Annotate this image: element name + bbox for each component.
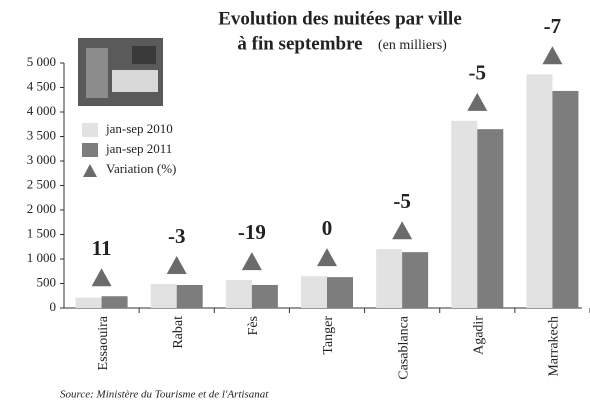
bar [76, 298, 102, 308]
bar [226, 280, 252, 308]
variation-label: -3 [168, 224, 186, 248]
variation-label: 0 [322, 216, 333, 240]
x-tick-label: Rabat [171, 316, 186, 349]
variation-label: 11 [92, 236, 112, 260]
chart: Evolution des nuitées par ville à fin se… [0, 0, 590, 400]
y-tick-label: 2 500 [27, 176, 56, 191]
bar [102, 296, 128, 308]
bar [451, 121, 477, 308]
y-tick-label: 0 [50, 299, 57, 314]
variation-label: -5 [393, 189, 411, 213]
variation-marker [167, 256, 187, 274]
y-tick-label: 4 500 [27, 78, 56, 93]
bar [376, 249, 402, 308]
y-tick-label: 3 000 [27, 152, 56, 167]
bar [526, 74, 552, 308]
bar [151, 284, 177, 308]
y-tick-label: 4 000 [27, 103, 56, 118]
variation-label: -19 [238, 220, 266, 244]
legend-swatch [82, 143, 98, 157]
bar [327, 277, 353, 308]
y-tick-label: 500 [37, 274, 57, 289]
y-tick-label: 5 000 [27, 54, 56, 69]
unit-note: (en milliers) [378, 38, 447, 53]
variation-marker [392, 221, 412, 239]
legend-label: jan-sep 2010 [105, 121, 173, 136]
variation-marker [317, 248, 337, 266]
x-tick-label: Fès [246, 316, 261, 335]
variation-marker [542, 46, 562, 64]
variation-label: -5 [469, 61, 487, 85]
legend-swatch [83, 164, 97, 177]
bar [301, 276, 327, 308]
bar [477, 129, 503, 308]
bar [552, 91, 578, 308]
variation-marker [92, 268, 112, 286]
legend-label: Variation (%) [106, 161, 176, 176]
y-tick-label: 3 500 [27, 127, 56, 142]
x-tick-label: Marrakech [547, 316, 562, 377]
y-tick-label: 1 000 [27, 250, 56, 265]
bar [402, 252, 428, 308]
source: Source: Ministère du Tourisme et de l'Ar… [60, 389, 269, 400]
photo [78, 38, 163, 106]
chart-title: Evolution des nuitées par ville [218, 8, 462, 29]
legend-swatch [82, 123, 98, 137]
variation-marker [242, 252, 262, 270]
variation-marker [467, 93, 487, 111]
y-tick-label: 2 000 [27, 201, 56, 216]
x-tick-label: Essaouira [96, 315, 111, 370]
y-tick-label: 1 500 [27, 225, 56, 240]
variation-label: -7 [544, 14, 562, 38]
x-tick-label: Casablanca [396, 315, 411, 380]
x-tick-label: Agadir [472, 316, 487, 355]
bar [252, 285, 278, 308]
x-tick-label: Tanger [321, 316, 336, 355]
bar [177, 285, 203, 308]
legend-label: jan-sep 2011 [105, 141, 172, 156]
chart-subtitle: à fin septembre [237, 33, 362, 54]
